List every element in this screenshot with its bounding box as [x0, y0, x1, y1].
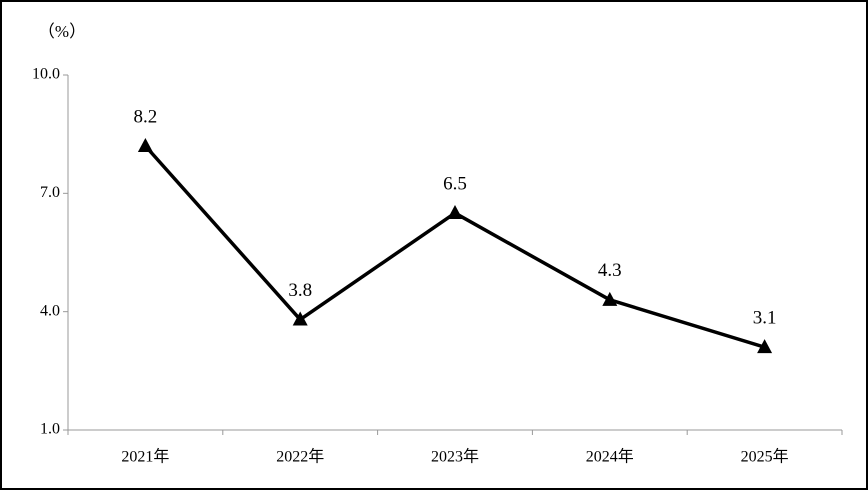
y-tick-label: 7.0: [40, 184, 60, 201]
x-tick-label: 2024年: [586, 448, 634, 466]
x-tick-label: 2022年: [276, 448, 324, 466]
y-tick-label: 10.0: [32, 66, 60, 83]
marker: [292, 311, 308, 326]
x-tick-label: 2025年: [741, 448, 789, 466]
x-tick-label: 2023年: [431, 448, 479, 466]
data-label: 6.5: [443, 173, 467, 194]
y-axis-unit: （%）: [38, 22, 86, 41]
x-tick-label: 2021年: [121, 448, 169, 466]
data-label: 4.3: [598, 260, 622, 281]
marker: [602, 291, 618, 306]
data-label: 3.1: [753, 308, 777, 329]
y-tick-label: 1.0: [40, 421, 60, 438]
y-tick-label: 4.0: [40, 302, 60, 319]
marker: [137, 138, 153, 152]
data-label: 8.2: [134, 106, 158, 127]
data-label: 3.8: [288, 280, 312, 301]
marker: [447, 205, 463, 220]
marker: [757, 339, 773, 354]
